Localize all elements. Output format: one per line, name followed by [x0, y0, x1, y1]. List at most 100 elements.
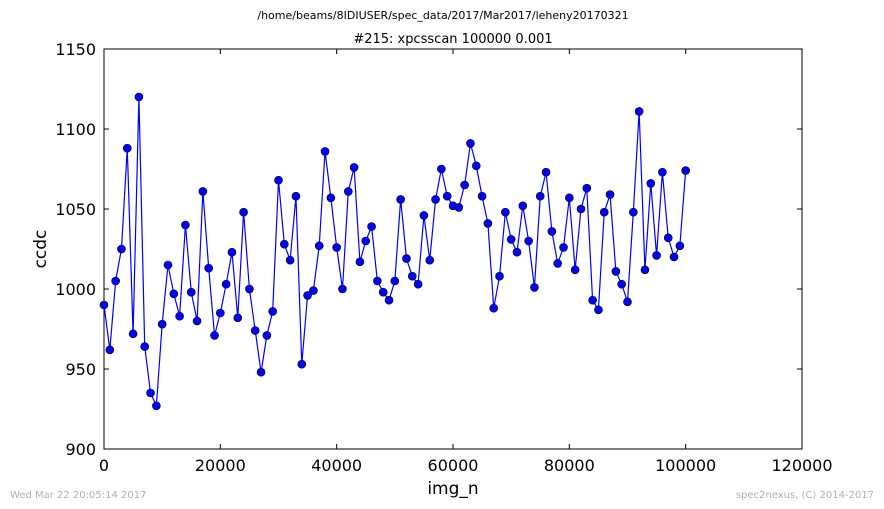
- data-point: [320, 147, 330, 156]
- x-tick-label: 0: [99, 456, 109, 475]
- data-point: [669, 252, 679, 262]
- chart-subtitle: /home/beams/8IDIUSER/spec_data/2017/Mar2…: [257, 9, 628, 22]
- data-point: [565, 193, 574, 203]
- data-point: [611, 267, 621, 276]
- data-point: [146, 388, 155, 398]
- data-point: [250, 326, 260, 335]
- data-point: [268, 307, 277, 316]
- data-point: [466, 139, 475, 148]
- data-point: [204, 263, 213, 273]
- data-point: [431, 195, 440, 204]
- data-point: [210, 331, 219, 340]
- y-tick-label: 1000: [55, 280, 96, 299]
- x-tick-label: 120000: [771, 456, 832, 475]
- data-point: [640, 265, 650, 275]
- data-point: [547, 227, 557, 236]
- data-point: [460, 180, 469, 190]
- data-point: [594, 305, 603, 315]
- data-point: [495, 271, 504, 281]
- y-tick-label: 1150: [55, 40, 96, 59]
- data-point: [343, 187, 353, 196]
- data-point: [233, 313, 243, 323]
- data-point: [501, 207, 510, 217]
- data-point: [122, 143, 132, 153]
- data-point: [663, 233, 673, 243]
- series-layer: [99, 92, 690, 411]
- data-point: [629, 207, 638, 217]
- data-point: [570, 265, 580, 275]
- data-point: [245, 284, 254, 294]
- data-point: [588, 295, 597, 305]
- data-point: [605, 190, 615, 199]
- series-line: [103, 96, 687, 407]
- data-point: [117, 244, 126, 254]
- data-point: [355, 257, 365, 267]
- footer-timestamp: Wed Mar 22 20:05:14 2017: [10, 490, 146, 501]
- data-point: [175, 311, 184, 321]
- data-point: [425, 255, 435, 265]
- data-point: [99, 300, 109, 310]
- data-point: [303, 291, 312, 300]
- data-point: [181, 220, 190, 230]
- x-tick-label: 80000: [544, 456, 595, 475]
- data-point: [198, 187, 208, 196]
- x-tick-label: 100000: [655, 456, 716, 475]
- data-point: [559, 243, 568, 252]
- data-point: [221, 279, 231, 289]
- data-point: [623, 297, 632, 307]
- data-point: [105, 345, 115, 355]
- data-point: [314, 241, 324, 251]
- y-tick-label: 950: [65, 360, 96, 379]
- data-point: [367, 222, 376, 231]
- y-axis-label: ccdc: [31, 230, 51, 269]
- data-point: [332, 243, 341, 252]
- data-point: [524, 236, 533, 246]
- data-point: [291, 191, 301, 201]
- data-point: [227, 247, 237, 257]
- data-point: [675, 241, 685, 251]
- data-point: [419, 211, 429, 220]
- data-point: [384, 295, 394, 305]
- data-point: [634, 107, 644, 116]
- data-point: [239, 207, 248, 217]
- data-point: [471, 161, 481, 171]
- chart-title: #215: xpcsscan 100000 0.001: [353, 32, 552, 47]
- data-point: [256, 367, 266, 377]
- data-point: [262, 331, 272, 340]
- data-point: [582, 183, 592, 193]
- x-axis-label: img_n: [427, 479, 478, 499]
- ticks-layer: 0 20000 40000 60000 80000 100000 120000 900 950 1…: [55, 40, 832, 475]
- x-tick-label: 60000: [428, 456, 479, 475]
- data-point: [192, 316, 202, 326]
- data-point: [413, 279, 423, 289]
- data-point: [216, 308, 225, 318]
- data-point: [407, 271, 417, 281]
- data-point: [599, 207, 609, 217]
- data-point: [378, 287, 388, 297]
- plot-area: 0 20000 40000 60000 80000 100000 120000 900 950 1…: [55, 40, 832, 475]
- data-point: [111, 276, 120, 286]
- data-point: [157, 319, 167, 329]
- data-point: [530, 283, 539, 292]
- data-point: [186, 287, 196, 297]
- data-point: [361, 236, 371, 246]
- data-point: [285, 255, 295, 265]
- data-point: [506, 235, 516, 244]
- data-point: [576, 204, 586, 214]
- data-point: [402, 254, 411, 263]
- data-point: [437, 164, 446, 174]
- data-point: [681, 166, 690, 175]
- data-point: [390, 276, 400, 286]
- data-point: [349, 163, 359, 172]
- data-point: [489, 303, 499, 313]
- data-point: [134, 92, 144, 102]
- data-point: [658, 167, 667, 177]
- plot-frame: [103, 48, 803, 450]
- data-point: [646, 179, 656, 188]
- data-point: [169, 289, 179, 299]
- data-point: [338, 284, 347, 294]
- data-point: [326, 193, 336, 203]
- data-point: [396, 195, 405, 204]
- y-tick-label: 1050: [55, 200, 96, 219]
